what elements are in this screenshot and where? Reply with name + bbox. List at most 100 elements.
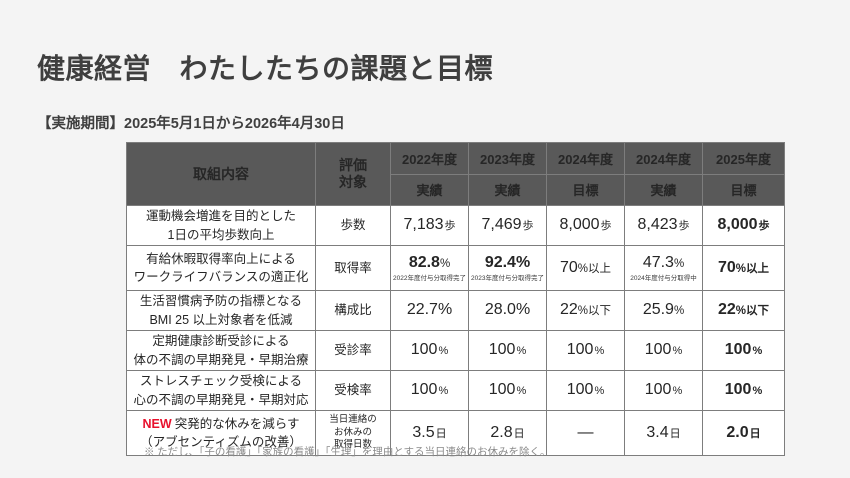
row-content-stress-check: ストレスチェック受検による 心の不調の早期発見・早期対応	[126, 370, 316, 411]
cell-2025-target: 70%以上	[702, 245, 785, 291]
content-line1: 有給休暇取得率向上による	[146, 251, 296, 266]
value-number: 7,469	[481, 216, 522, 234]
value-number: 100	[566, 341, 594, 359]
content-line2: （アブセンティズムの改善）	[140, 435, 302, 449]
row-content-paid-leave: 有給休暇取得率向上による ワークライフバランスの適正化	[126, 245, 316, 291]
cell-2023-actual: 2.8日	[468, 410, 547, 456]
value-unit: %	[594, 385, 605, 398]
cell-2024-actual: 8,423歩	[624, 205, 703, 246]
row-content-steps: 運動機会増進を目的とした 1日の平均歩数向上	[126, 205, 316, 246]
eval-target-line2: お休みの	[333, 426, 372, 438]
value-number: 100	[724, 341, 752, 359]
table-row: 運動機会増進を目的とした 1日の平均歩数向上 歩数 7,183歩 7,469歩 …	[126, 205, 785, 246]
value-number: 100	[410, 381, 438, 399]
value-number: 70	[717, 258, 736, 276]
header-eval-target-line1: 評価	[339, 156, 367, 173]
row-eval-target: 受診率	[315, 330, 391, 371]
header-year-2023: 2023年度	[468, 142, 547, 175]
content-line2: BMI 25 以上対象者を低減	[149, 312, 293, 327]
cell-2024-target: —	[546, 410, 625, 456]
eval-target-line3: 取得日数	[333, 439, 372, 451]
value-unit: %以下	[735, 305, 770, 318]
value-number: 100	[488, 381, 516, 399]
value-number: 2.8	[490, 423, 513, 441]
cell-2022-actual: 22.7%	[390, 290, 469, 331]
value-number: 3.5	[412, 423, 435, 441]
cell-2024-actual: 3.4日	[624, 410, 703, 456]
table-row: NEW 突発的な休みを減らす （アブセンティズムの改善） 当日連絡の お休みの 取…	[126, 410, 785, 456]
cell-2022-actual: 7,183歩	[390, 205, 469, 246]
cell-2024-target: 8,000歩	[546, 205, 625, 246]
new-badge: NEW	[142, 416, 172, 431]
cell-2025-target: 100%	[702, 370, 785, 411]
header-kind-2022: 実績	[390, 173, 469, 206]
row-content-checkup: 定期健康診断受診による 体の不調の早期発見・早期治療	[126, 330, 316, 371]
cell-2024-target: 70%以上	[546, 245, 625, 291]
implementation-period-text: 【実施期間】2025年5月1日から2026年4月30日	[37, 116, 345, 132]
value-unit: 歩	[522, 220, 534, 233]
cell-2023-actual: 28.0%	[468, 290, 547, 331]
value-unit: %以上	[735, 262, 770, 275]
value-unit: 歩	[758, 220, 770, 233]
header-kind-2023: 実績	[468, 173, 547, 206]
value-unit: %以下	[577, 305, 612, 318]
value-number: 7,183	[403, 216, 444, 234]
content-line1: 突発的な休みを減らす	[174, 416, 300, 431]
content-line1: 生活習慣病予防の指標となる	[139, 294, 303, 309]
value-unit: %	[438, 345, 449, 358]
cell-2024-actual: 25.9%	[624, 290, 703, 331]
cell-2024-target: 100%	[546, 370, 625, 411]
value-unit: %	[752, 345, 763, 358]
value-number: —	[577, 423, 594, 441]
header-year-2024-target: 2024年度	[546, 142, 625, 175]
cell-2024-actual: 100%	[624, 330, 703, 371]
header-year-2022: 2022年度	[390, 142, 469, 175]
value-number: 100	[566, 381, 594, 399]
value-number: 8,000	[559, 216, 600, 234]
value-number: 100	[724, 381, 752, 399]
row-content-bmi: 生活習慣病予防の指標となる BMI 25 以上対象者を低減	[126, 290, 316, 331]
value-note: 2024年度付与分取得中	[630, 274, 697, 282]
value-number: 28.0%	[484, 301, 531, 319]
row-eval-target: 取得率	[315, 245, 391, 291]
header-row-year: 取組内容 評価 対象 2022年度 2023年度 2024年度 2024年度 2…	[126, 142, 785, 206]
value-unit: %	[752, 385, 763, 398]
value-unit: 歩	[600, 220, 612, 233]
value-number: 100	[644, 341, 672, 359]
header-content-label: 取組内容	[126, 142, 316, 206]
value-number: 100	[410, 341, 438, 359]
cell-2025-target: 100%	[702, 330, 785, 371]
cell-2024-target: 100%	[546, 330, 625, 371]
header-year-2025-target: 2025年度	[702, 142, 785, 175]
table-row: 生活習慣病予防の指標となる BMI 25 以上対象者を低減 構成比 22.7% …	[126, 290, 785, 331]
row-eval-target: 当日連絡の お休みの 取得日数	[315, 410, 391, 456]
value-unit: 日	[513, 427, 525, 440]
value-note: 2023年度付与分取得完了	[471, 274, 544, 282]
value-unit: 日	[749, 427, 761, 440]
value-unit: %	[516, 385, 527, 398]
value-unit: 日	[669, 427, 681, 440]
value-number: 3.4	[646, 423, 669, 441]
value-unit: %	[594, 345, 605, 358]
row-content-absenteeism: NEW 突発的な休みを減らす （アブセンティズムの改善）	[126, 410, 316, 456]
value-unit: 歩	[444, 220, 456, 233]
content-line2: ワークライフバランスの適正化	[133, 270, 309, 284]
value-unit: %	[438, 385, 449, 398]
content-line2: 1日の平均歩数向上	[167, 227, 275, 242]
header-eval-target-label: 評価 対象	[315, 142, 391, 206]
header-year-2024-actual: 2024年度	[624, 142, 703, 175]
row-eval-target: 構成比	[315, 290, 391, 331]
table-row: ストレスチェック受検による 心の不調の早期発見・早期対応 受検率 100% 10…	[126, 370, 785, 411]
value-number: 92.4%	[484, 254, 531, 272]
value-note: 2022年度付与分取得完了	[393, 274, 466, 282]
table-header: 取組内容 評価 対象 2022年度 2023年度 2024年度 2024年度 2…	[126, 142, 785, 206]
table-row: 定期健康診断受診による 体の不調の早期発見・早期治療 受診率 100% 100%…	[126, 330, 785, 371]
table-row: 有給休暇取得率向上による ワークライフバランスの適正化 取得率 82.8% 20…	[126, 245, 785, 291]
value-unit: %	[673, 258, 685, 271]
value-number: 22	[559, 301, 578, 319]
value-number: 2.0	[726, 423, 749, 441]
cell-2022-actual: 100%	[390, 330, 469, 371]
header-row-kind: 実績 実績 目標 実績 目標	[127, 173, 785, 206]
content-line2: 体の不調の早期発見・早期治療	[133, 352, 309, 367]
value-number: 70	[559, 258, 578, 276]
